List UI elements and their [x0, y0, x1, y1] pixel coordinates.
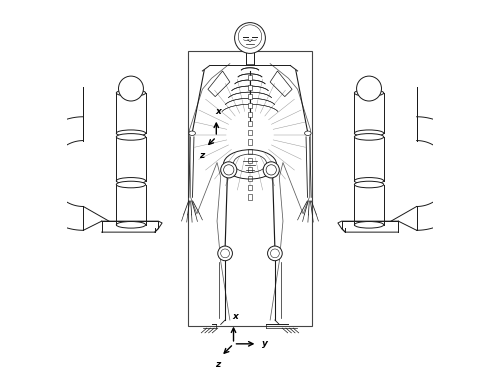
- Bar: [248, 76, 252, 80]
- Ellipse shape: [116, 90, 146, 96]
- Bar: [248, 84, 252, 90]
- Text: x: x: [215, 107, 220, 116]
- Text: y: y: [262, 339, 268, 348]
- Ellipse shape: [354, 130, 384, 137]
- Bar: [248, 140, 252, 145]
- Bar: [188, 51, 312, 326]
- Circle shape: [268, 246, 282, 261]
- Text: x: x: [232, 312, 238, 321]
- Circle shape: [356, 76, 382, 101]
- Bar: [248, 121, 252, 126]
- Ellipse shape: [304, 131, 311, 135]
- Bar: [248, 94, 252, 99]
- Ellipse shape: [116, 134, 146, 140]
- Bar: [248, 112, 252, 117]
- Ellipse shape: [354, 221, 384, 228]
- Bar: [248, 195, 252, 199]
- Bar: [248, 103, 252, 108]
- Circle shape: [218, 246, 232, 261]
- Ellipse shape: [189, 131, 196, 135]
- Ellipse shape: [354, 134, 384, 140]
- Bar: [248, 158, 252, 163]
- Circle shape: [118, 76, 144, 101]
- Bar: [248, 149, 252, 154]
- Ellipse shape: [354, 181, 384, 188]
- Text: z: z: [215, 360, 220, 369]
- Text: z: z: [200, 151, 204, 160]
- Bar: [248, 176, 252, 181]
- Ellipse shape: [354, 90, 384, 96]
- Bar: [248, 167, 252, 172]
- Circle shape: [263, 162, 280, 178]
- Ellipse shape: [354, 177, 384, 184]
- Circle shape: [234, 23, 266, 54]
- Bar: [248, 130, 252, 135]
- Circle shape: [220, 162, 237, 178]
- Ellipse shape: [116, 130, 146, 137]
- Ellipse shape: [116, 177, 146, 184]
- Bar: [248, 185, 252, 190]
- Ellipse shape: [116, 221, 146, 228]
- Ellipse shape: [116, 181, 146, 188]
